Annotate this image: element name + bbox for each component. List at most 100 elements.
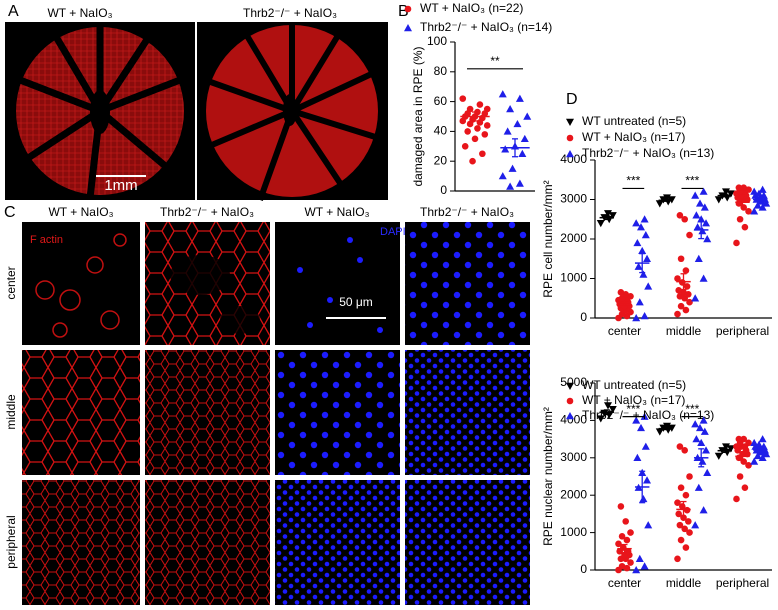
- data-point: [686, 473, 693, 480]
- data-point: [676, 443, 684, 450]
- scale-bar-label: 50 μm: [339, 295, 373, 309]
- data-point: [699, 416, 708, 424]
- significance-label: ***: [685, 402, 699, 416]
- flatmount-image: [197, 22, 388, 202]
- x-tick-label: center: [608, 324, 641, 338]
- error-bar: [662, 427, 669, 431]
- y-tick-label: 100: [427, 34, 447, 48]
- data-point: [681, 525, 689, 533]
- data-point: [474, 125, 481, 132]
- data-point: [745, 208, 752, 215]
- data-point: [740, 435, 748, 443]
- y-tick-label: 80: [434, 64, 448, 78]
- y-axis-label: RPE cell number/mm²: [541, 180, 555, 297]
- data-point: [733, 239, 740, 247]
- data-point: [754, 189, 763, 197]
- y-axis-label: RPE nuclear number/mm²: [541, 407, 555, 546]
- error-bar: [621, 302, 628, 307]
- data-point: [674, 310, 681, 318]
- data-point: [745, 461, 752, 469]
- data-point: [617, 289, 625, 296]
- y-tick-label: 1000: [560, 525, 587, 539]
- data-point: [506, 105, 515, 113]
- data-point: [639, 494, 648, 503]
- data-point: [632, 314, 641, 322]
- data-point: [693, 223, 702, 231]
- data-point: [741, 223, 749, 231]
- data-point: [750, 457, 759, 465]
- data-point: [635, 554, 644, 562]
- data-point: [753, 201, 762, 209]
- data-point: [698, 227, 707, 235]
- legend-label: Thrb2⁻/⁻ + NaIO₃ (n=14): [420, 20, 552, 34]
- significance-label: **: [490, 54, 500, 68]
- error-bar: [639, 470, 646, 504]
- data-point: [676, 212, 684, 219]
- legend-marker: [566, 397, 574, 405]
- data-point: [750, 438, 759, 447]
- data-point: [632, 219, 641, 227]
- data-point: [745, 439, 752, 447]
- legend-marker: [404, 5, 412, 13]
- error-bar: [603, 215, 610, 221]
- data-point: [643, 476, 652, 484]
- data-point: [762, 450, 771, 458]
- row-label: peripheral: [4, 515, 18, 568]
- data-point: [691, 294, 700, 302]
- data-point: [753, 451, 762, 460]
- row-label: middle: [4, 394, 18, 430]
- data-point: [699, 187, 708, 195]
- data-point: [518, 149, 527, 157]
- data-point: [686, 231, 693, 239]
- y-tick-label: 5000: [560, 375, 587, 389]
- data-point: [691, 521, 700, 529]
- data-point: [692, 211, 701, 219]
- data-point: [736, 473, 744, 480]
- data-point: [617, 503, 625, 510]
- data-point: [682, 544, 690, 551]
- data-point: [751, 191, 760, 199]
- data-point: [627, 529, 634, 536]
- data-point: [483, 122, 491, 129]
- data-point: [758, 453, 767, 461]
- data-point: [641, 442, 650, 450]
- data-point: [698, 457, 707, 465]
- significance-label: ***: [626, 402, 640, 416]
- data-point: [686, 298, 693, 306]
- error-bar: [698, 448, 705, 468]
- y-axis-label: damaged area in RPE (%): [411, 46, 425, 186]
- error-bar: [739, 451, 746, 461]
- scale-bar-label: 1mm: [104, 177, 137, 194]
- stain-label: F actin: [30, 234, 63, 246]
- data-point: [632, 416, 641, 424]
- data-point: [464, 128, 471, 135]
- significance-label: ***: [626, 174, 640, 188]
- y-tick-label: 3000: [560, 450, 587, 464]
- panel-label: D: [566, 91, 578, 108]
- data-point: [726, 445, 735, 453]
- data-point: [640, 562, 649, 570]
- x-tick-label: peripheral: [716, 324, 769, 338]
- flatmount-image: 1mm: [5, 22, 195, 200]
- data-point: [699, 274, 708, 282]
- data-point: [750, 187, 759, 195]
- error-bar: [757, 197, 764, 202]
- y-tick-label: 2000: [560, 487, 587, 501]
- data-point: [503, 127, 512, 135]
- data-point: [736, 215, 744, 223]
- data-point: [691, 191, 700, 199]
- legend-marker: [566, 382, 574, 390]
- data-point: [498, 90, 507, 98]
- data-point: [638, 246, 647, 255]
- data-point: [608, 405, 617, 414]
- data-point: [596, 220, 605, 228]
- data-point: [722, 188, 731, 196]
- data-point: [655, 200, 664, 208]
- y-tick-label: 0: [580, 310, 587, 324]
- data-point: [674, 499, 681, 506]
- error-bar: [680, 500, 687, 518]
- data-point: [481, 131, 489, 138]
- data-point: [685, 518, 692, 525]
- error-bar: [512, 138, 518, 158]
